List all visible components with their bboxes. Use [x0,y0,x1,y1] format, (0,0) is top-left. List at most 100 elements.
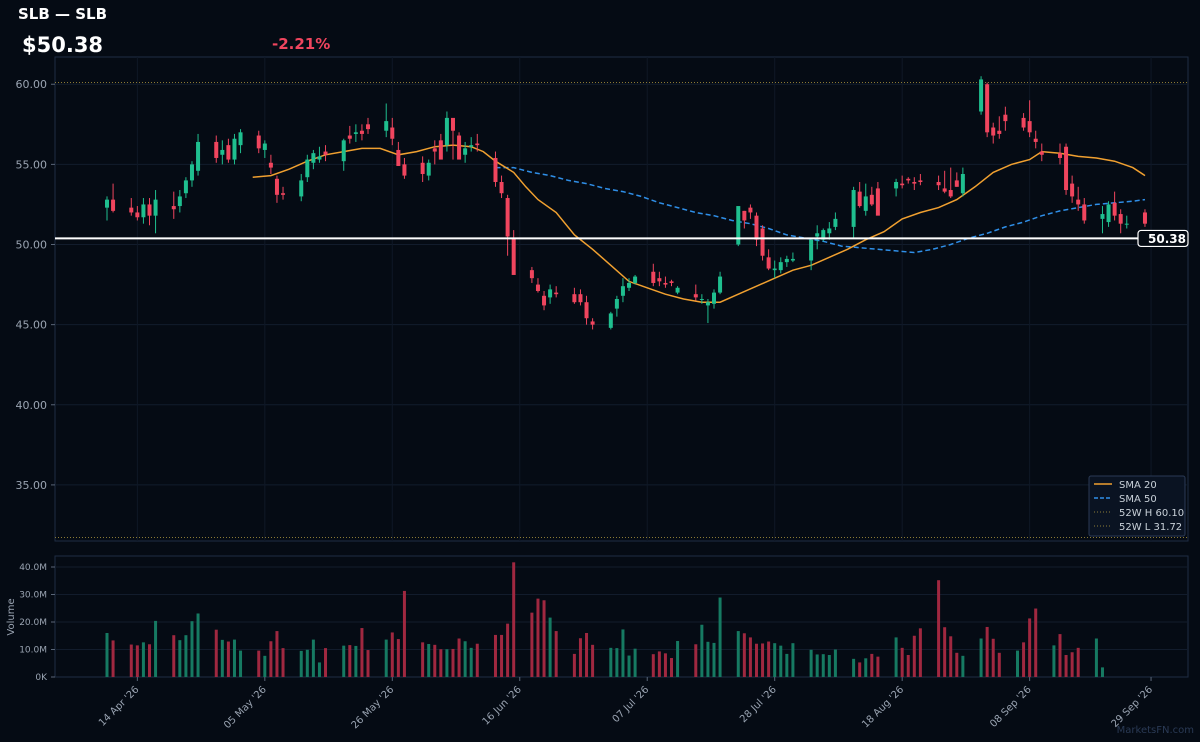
candle [627,278,632,291]
candle [718,271,723,295]
candle-body [900,183,905,186]
candle-body [663,282,668,285]
volume-bar [220,639,224,677]
candle [353,124,358,142]
volume-bar [196,613,200,677]
candle [693,284,698,301]
candle [784,255,789,267]
volume-bar [548,617,552,677]
volume-bar [542,600,546,677]
volume-bar [864,658,868,677]
volume-bar [384,639,388,677]
candle [444,111,449,152]
y-tick-label: 35.00 [16,479,48,492]
volume-bar [1100,667,1104,677]
candle [942,170,947,194]
candle-body [699,299,704,300]
candles-layer [105,76,1147,330]
candle [712,289,716,309]
volume-bar [172,635,176,677]
x-tick-label: 26 May '26 [350,684,397,731]
y-tick-label: 45.00 [16,319,48,332]
volume-bar [955,652,959,677]
volume-bar [718,597,722,677]
candle-body [135,212,140,218]
candle-body [1112,202,1117,216]
candle-body [317,156,322,160]
legend-sma50-label: SMA 50 [1119,494,1157,505]
candle-body [147,204,152,216]
sma20-line [252,144,1146,303]
candle-body [141,204,146,218]
candle-body [790,258,795,261]
volume-bar [870,653,874,677]
candle [554,286,559,298]
candle-body [268,162,273,168]
candle [499,175,504,199]
candle-body [1003,114,1008,122]
candle-body [196,141,201,171]
candle-body [620,286,625,296]
candle [766,249,771,271]
volume-bar [184,635,188,677]
candle [736,206,741,247]
volume-bar [615,648,619,677]
candle [827,222,832,240]
volume-bar [572,653,576,677]
candle-body [833,218,838,227]
candle-body [584,302,589,319]
candle [1076,186,1081,211]
candle-body [450,117,455,131]
candle [572,287,577,304]
volume-bar [918,628,922,677]
candle-body [384,121,389,131]
vol-tick-label: 10.0M [19,646,47,656]
candle [177,190,182,213]
candle-body [111,199,116,211]
candle [997,116,1002,139]
candle-body [760,228,765,256]
candle [548,284,553,304]
candle [366,117,371,134]
candle-body [262,143,267,150]
candle-body [991,127,996,136]
volume-bar [937,580,941,677]
candle [432,140,437,165]
y-tick-label: 55.00 [16,158,48,171]
candle [772,260,777,279]
candle-body [857,191,862,207]
candle [214,135,219,163]
candle-body [1027,121,1032,133]
volume-bar [779,645,783,677]
candle [141,198,146,224]
candle [475,133,480,152]
volume-bar [475,643,479,677]
candle-body [633,276,638,283]
candle [359,124,364,141]
volume-bar [700,624,704,677]
candle-body [511,238,516,275]
candle [894,178,899,197]
volume-bar [269,641,273,677]
candle-body [153,199,158,216]
volume-bar [997,652,1001,677]
volume-bar [275,631,279,677]
x-tick-label: 28 Jul '26 [738,684,779,725]
candle-body [590,321,595,325]
candle-body [894,182,899,189]
candle-body [463,148,468,155]
candle [262,140,267,158]
vol-tick-label: 0K [35,673,48,683]
candle [1064,143,1069,195]
volume-bar [900,647,904,677]
volume-bar [263,655,267,677]
volume-bar [239,650,243,677]
candle-body [105,199,109,208]
y-tick-label: 40.00 [16,399,48,412]
volume-bar [135,645,139,677]
candle [153,190,158,234]
candle-body [675,287,680,293]
volume-bar [439,649,443,677]
candle-body [875,188,880,216]
